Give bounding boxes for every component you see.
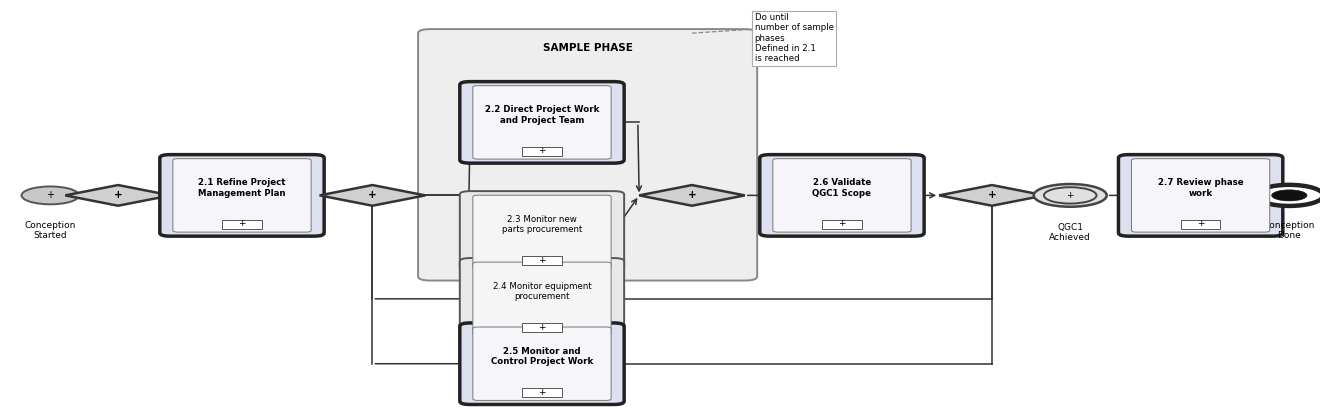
Text: 2.2 Direct Project Work
and Project Team: 2.2 Direct Project Work and Project Team bbox=[484, 105, 599, 125]
FancyBboxPatch shape bbox=[822, 220, 862, 229]
FancyBboxPatch shape bbox=[459, 191, 624, 273]
Text: 2.3 Monitor new
parts procurement: 2.3 Monitor new parts procurement bbox=[502, 215, 582, 234]
FancyBboxPatch shape bbox=[160, 155, 325, 236]
Text: +: + bbox=[838, 219, 846, 228]
FancyBboxPatch shape bbox=[1118, 155, 1283, 236]
FancyBboxPatch shape bbox=[473, 262, 611, 335]
FancyBboxPatch shape bbox=[760, 155, 924, 236]
Polygon shape bbox=[639, 185, 744, 206]
FancyBboxPatch shape bbox=[772, 159, 911, 232]
Text: 2.7 Review phase
work: 2.7 Review phase work bbox=[1158, 178, 1243, 198]
FancyBboxPatch shape bbox=[459, 323, 624, 405]
FancyBboxPatch shape bbox=[418, 29, 758, 280]
Circle shape bbox=[21, 186, 79, 204]
FancyBboxPatch shape bbox=[173, 159, 312, 232]
Text: +: + bbox=[46, 190, 54, 200]
Polygon shape bbox=[939, 185, 1044, 206]
FancyBboxPatch shape bbox=[523, 388, 561, 397]
Text: +: + bbox=[539, 388, 545, 397]
Polygon shape bbox=[319, 185, 425, 206]
Text: Do until
number of sample
phases
Defined in 2.1
is reached: Do until number of sample phases Defined… bbox=[755, 13, 833, 63]
Text: +: + bbox=[688, 190, 697, 200]
Circle shape bbox=[1271, 190, 1307, 201]
Text: Conception
Done: Conception Done bbox=[1263, 221, 1315, 240]
Text: +: + bbox=[114, 190, 123, 200]
Circle shape bbox=[1034, 184, 1106, 207]
Text: +: + bbox=[368, 190, 376, 200]
Text: +: + bbox=[1067, 191, 1074, 200]
FancyBboxPatch shape bbox=[523, 323, 561, 332]
FancyBboxPatch shape bbox=[523, 147, 561, 156]
Text: SAMPLE PHASE: SAMPLE PHASE bbox=[543, 43, 632, 53]
Text: 2.5 Monitor and
Control Project Work: 2.5 Monitor and Control Project Work bbox=[491, 347, 593, 366]
FancyBboxPatch shape bbox=[459, 82, 624, 163]
FancyBboxPatch shape bbox=[223, 220, 261, 229]
FancyBboxPatch shape bbox=[1131, 159, 1270, 232]
Circle shape bbox=[1255, 185, 1320, 206]
Text: Conception
Started: Conception Started bbox=[25, 221, 77, 240]
Text: QGC1
Achieved: QGC1 Achieved bbox=[1049, 223, 1092, 243]
FancyBboxPatch shape bbox=[459, 258, 624, 339]
FancyBboxPatch shape bbox=[473, 327, 611, 400]
Text: +: + bbox=[539, 323, 545, 332]
Text: 2.4 Monitor equipment
procurement: 2.4 Monitor equipment procurement bbox=[492, 282, 591, 301]
Text: +: + bbox=[238, 219, 246, 228]
FancyBboxPatch shape bbox=[1181, 220, 1220, 229]
Text: 2.1 Refine Project
Management Plan: 2.1 Refine Project Management Plan bbox=[198, 178, 285, 198]
FancyBboxPatch shape bbox=[473, 85, 611, 159]
Text: 2.6 Validate
QGC1 Scope: 2.6 Validate QGC1 Scope bbox=[813, 178, 871, 198]
Text: +: + bbox=[539, 256, 545, 265]
Polygon shape bbox=[65, 185, 170, 206]
Text: +: + bbox=[539, 147, 545, 155]
FancyBboxPatch shape bbox=[473, 195, 611, 269]
Circle shape bbox=[1044, 187, 1097, 204]
FancyBboxPatch shape bbox=[523, 256, 561, 265]
Text: +: + bbox=[1197, 219, 1204, 228]
Text: +: + bbox=[987, 190, 997, 200]
